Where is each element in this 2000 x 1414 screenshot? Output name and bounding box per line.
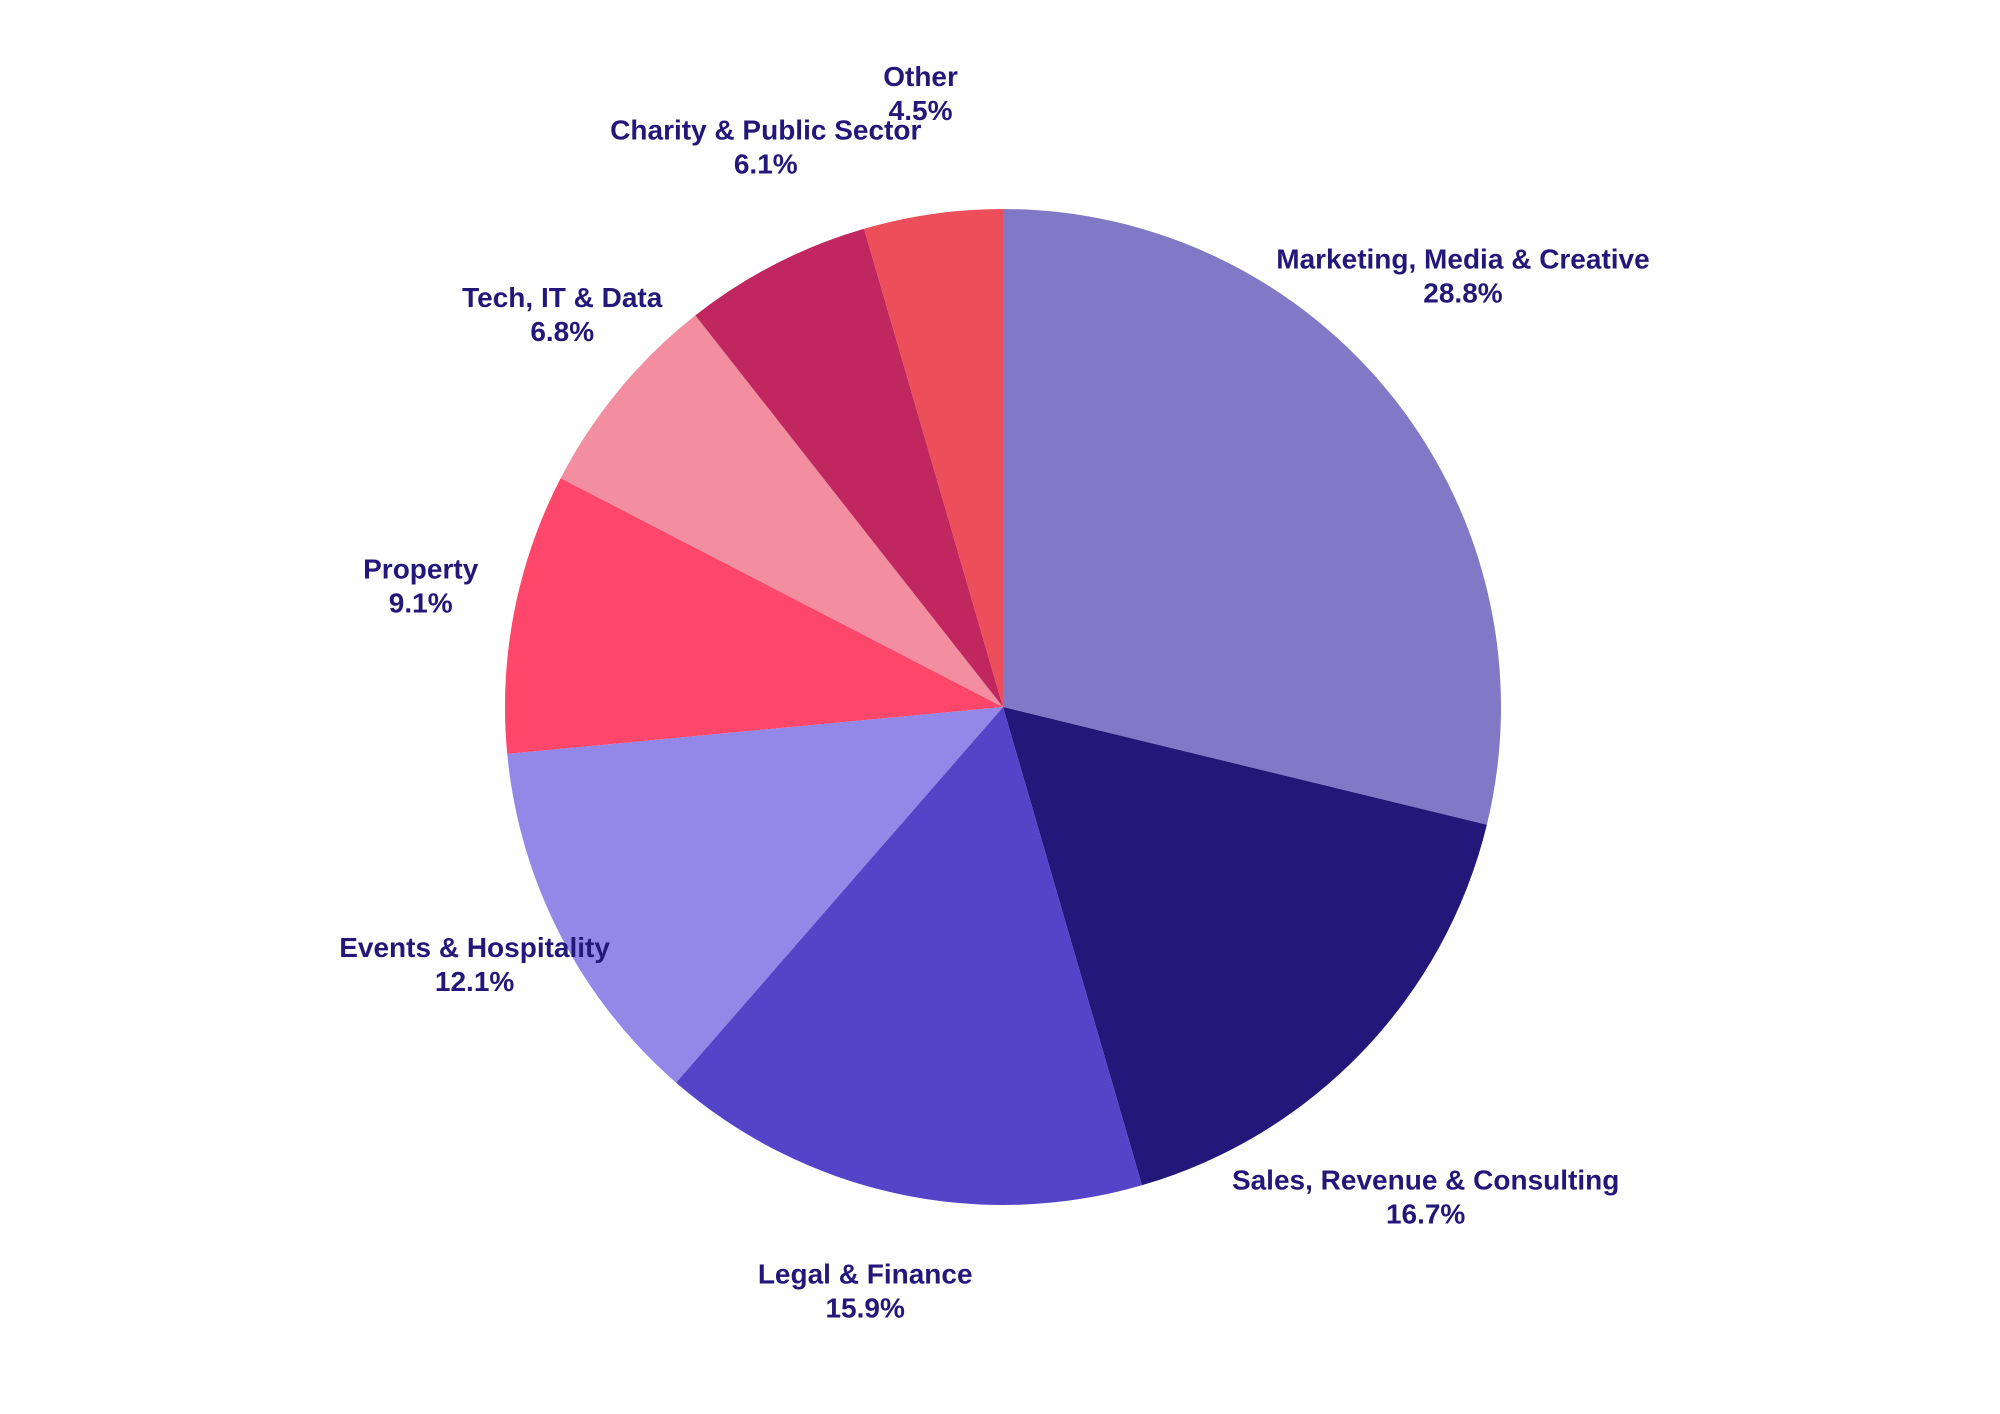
pie-slice-marketing-media-and-creative (1003, 209, 1501, 825)
slice-value-label: 15.9% (825, 1292, 904, 1323)
slice-category-label: Tech, IT & Data (462, 282, 663, 313)
slice-category-label: Marketing, Media & Creative (1276, 244, 1649, 275)
slice-category-label: Sales, Revenue & Consulting (1232, 1164, 1619, 1195)
pie-slice-other (864, 209, 1003, 707)
slice-value-label: 6.1% (734, 149, 798, 180)
pie-slice-events-and-hospitality (507, 707, 1003, 1083)
slice-value-label: 28.8% (1423, 278, 1502, 309)
slice-value-label: 6.8% (530, 316, 594, 347)
pie-slice-tech-it-and-data (560, 315, 1003, 707)
slice-value-label: 9.1% (389, 588, 453, 619)
slice-value-label: 16.7% (1386, 1198, 1465, 1229)
pie-slice-sales-revenue-and-consulting (1003, 707, 1487, 1186)
slice-category-label: Property (363, 554, 479, 585)
pie-slice-legal-and-finance (676, 707, 1142, 1205)
slice-category-label: Charity & Public Sector (610, 115, 921, 146)
slice-category-label: Legal & Finance (758, 1258, 973, 1289)
slice-value-label: 12.1% (435, 966, 514, 997)
pie-slice-property (505, 478, 1003, 754)
pie-slice-charity-and-public-sector (695, 228, 1003, 707)
slice-value-label: 4.5% (889, 95, 953, 126)
pie-slices (505, 209, 1501, 1205)
slice-category-label: Other (883, 61, 958, 92)
slice-category-label: Events & Hospitality (339, 932, 610, 963)
